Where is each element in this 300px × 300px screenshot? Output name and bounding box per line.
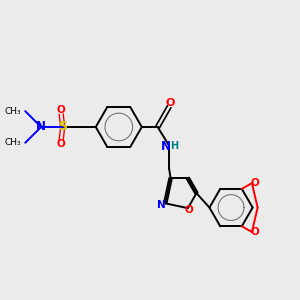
Text: O: O: [57, 105, 66, 115]
Text: O: O: [166, 98, 175, 107]
Text: O: O: [57, 139, 66, 149]
Text: N: N: [158, 200, 166, 210]
Text: O: O: [250, 178, 259, 188]
Text: N: N: [36, 121, 46, 134]
Text: N: N: [161, 140, 171, 153]
Text: CH₃: CH₃: [4, 138, 21, 147]
Text: S: S: [58, 121, 67, 134]
Text: CH₃: CH₃: [4, 106, 21, 116]
Text: H: H: [170, 141, 178, 151]
Text: O: O: [250, 227, 259, 237]
Text: O: O: [185, 206, 194, 215]
